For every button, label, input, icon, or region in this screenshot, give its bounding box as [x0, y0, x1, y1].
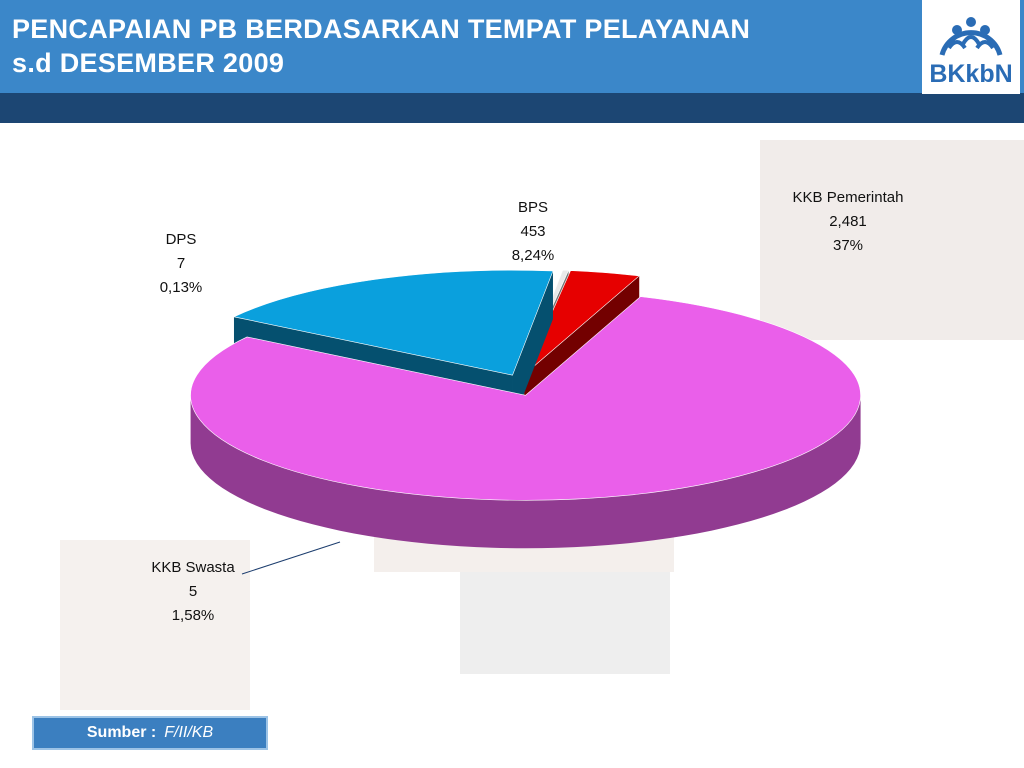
- slice-cut-face: [512, 270, 553, 424]
- photo-placeholder: [460, 572, 670, 674]
- photo-placeholder: [760, 140, 1024, 340]
- source-box: Sumber : F/II/KB: [32, 716, 268, 750]
- slide-title: PENCAPAIAN PB BERDASARKAN TEMPAT PELAYAN…: [12, 12, 750, 80]
- leader-line: [241, 541, 341, 575]
- slice-top: [190, 296, 861, 501]
- header-strip: [0, 93, 1024, 123]
- source-label: Sumber :: [86, 724, 157, 741]
- data-label-percent: 8,24%: [512, 247, 555, 264]
- header-bar: PENCAPAIAN PB BERDASARKAN TEMPAT PELAYAN…: [0, 0, 1024, 93]
- logo: BKkbN: [922, 0, 1020, 94]
- title-line: PENCAPAIAN PB BERDASARKAN TEMPAT PELAYAN…: [12, 14, 751, 44]
- data-label-category: BPS: [518, 199, 548, 216]
- data-label-value: 7: [177, 255, 185, 272]
- data-label-category: KKB Pemerintah: [793, 189, 904, 206]
- data-label-percent: 1,58%: [172, 607, 215, 624]
- data-label-value: 2,481: [829, 213, 867, 230]
- title-line: s.d DESEMBER 2009: [12, 48, 285, 78]
- slice-wall: [190, 395, 861, 549]
- data-label-percent: 37%: [833, 237, 863, 254]
- source-value: F/II/KB: [164, 724, 214, 741]
- logo-text: BKkbN: [929, 60, 1013, 88]
- data-label-value: 5: [189, 583, 197, 600]
- pie-slice: [190, 296, 861, 549]
- slice-top: [233, 269, 554, 376]
- data-label-value: 453: [520, 223, 545, 240]
- photo-placeholder: [60, 540, 250, 710]
- slice-top: [524, 270, 640, 375]
- data-label-category: DPS: [166, 231, 197, 248]
- logo-icon: [939, 17, 1003, 56]
- data-label-category: KKB Swasta: [151, 559, 235, 576]
- data-label-percent: 0,13%: [160, 279, 203, 296]
